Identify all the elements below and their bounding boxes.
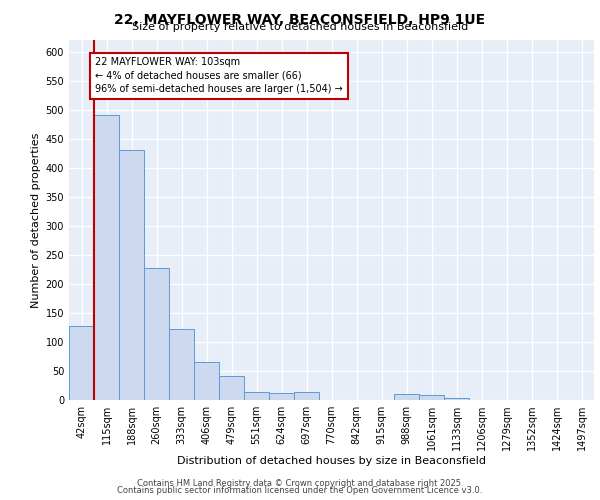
Bar — [394, 394, 419, 400]
Text: 22, MAYFLOWER WAY, BEACONSFIELD, HP9 1UE: 22, MAYFLOWER WAY, BEACONSFIELD, HP9 1UE — [115, 12, 485, 26]
Bar — [219, 376, 244, 400]
X-axis label: Distribution of detached houses by size in Beaconsfield: Distribution of detached houses by size … — [177, 456, 486, 466]
Bar — [194, 362, 219, 400]
Bar — [269, 393, 294, 400]
Text: 22 MAYFLOWER WAY: 103sqm
← 4% of detached houses are smaller (66)
96% of semi-de: 22 MAYFLOWER WAY: 103sqm ← 4% of detache… — [95, 58, 343, 94]
Bar — [144, 268, 169, 400]
Bar — [94, 116, 119, 400]
Y-axis label: Number of detached properties: Number of detached properties — [31, 132, 41, 308]
Bar — [244, 392, 269, 400]
Bar — [444, 398, 469, 400]
Bar — [169, 329, 194, 400]
Text: Size of property relative to detached houses in Beaconsfield: Size of property relative to detached ho… — [132, 22, 468, 32]
Text: Contains HM Land Registry data © Crown copyright and database right 2025.: Contains HM Land Registry data © Crown c… — [137, 478, 463, 488]
Bar — [119, 150, 144, 400]
Bar — [69, 326, 94, 400]
Text: Contains public sector information licensed under the Open Government Licence v3: Contains public sector information licen… — [118, 486, 482, 495]
Bar — [294, 392, 319, 400]
Bar — [419, 396, 444, 400]
